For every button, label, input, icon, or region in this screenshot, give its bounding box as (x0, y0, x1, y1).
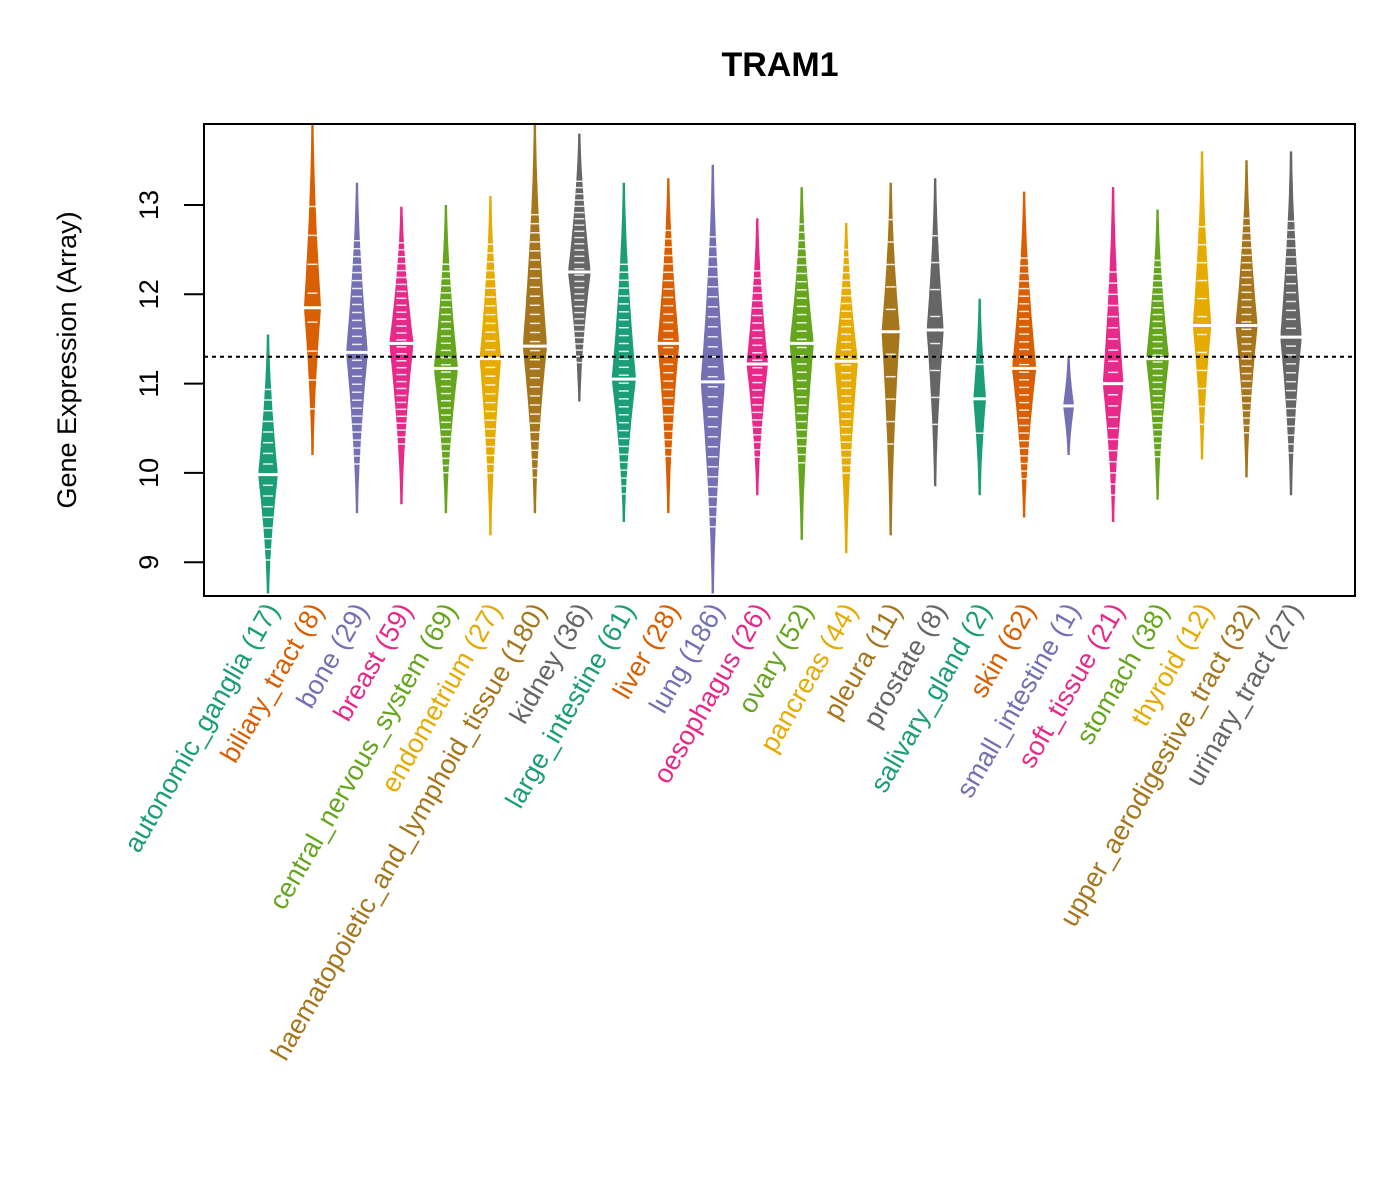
y-tick-label: 12 (134, 279, 164, 309)
violin-ovary (788, 187, 815, 540)
violin-biliary-tract (303, 124, 322, 455)
violin-body (433, 205, 458, 514)
y-tick-label: 11 (134, 370, 164, 398)
violin-bone (345, 182, 369, 514)
violin-liver (656, 178, 681, 514)
violin-body (568, 133, 591, 402)
violin-pleura (880, 182, 901, 536)
violin-body (389, 206, 414, 505)
chart-title: TRAM1 (721, 46, 838, 84)
violin-body (1235, 160, 1258, 478)
violin-body (304, 124, 321, 455)
violin-large-intestine (610, 182, 637, 522)
violin-upper-aerodigestive-tract (1234, 160, 1259, 478)
y-tick-label: 9 (134, 555, 164, 570)
violin-endometrium (478, 196, 503, 536)
violin-body (973, 298, 986, 496)
violin-body (479, 196, 502, 536)
violin-soft-tissue (1101, 187, 1125, 522)
violin-small-intestine (1062, 356, 1075, 455)
violin-skin (1011, 191, 1038, 518)
violin-pancreas (833, 222, 859, 554)
violin-salivary-gland (972, 298, 987, 496)
y-axis-label: Gene Expression (Array) (52, 211, 82, 508)
violin-body (1280, 151, 1302, 496)
violin-lung (699, 164, 726, 594)
violin-body (1193, 151, 1212, 460)
violin-prostate (925, 178, 945, 487)
violin-body (346, 182, 368, 514)
violin-autonomic-ganglia (257, 334, 279, 594)
plot-frame (203, 123, 1356, 597)
violin-body (881, 182, 900, 536)
violin-breast (388, 206, 415, 505)
x-axis-labels: autonomic_ganglia (17)biliary_tract (8)b… (118, 598, 1308, 1065)
violin-kidney (567, 133, 592, 402)
violin-haematopoietic-and-lymphoid-tissue (521, 124, 548, 514)
violin-body (926, 178, 944, 487)
y-tick-label: 10 (134, 458, 164, 488)
violin-body (657, 178, 679, 514)
y-axis: 9 10 11 12 13 (134, 190, 204, 570)
violin-thyroid (1191, 151, 1213, 460)
violin-body (522, 124, 547, 514)
violin-urinary-tract (1279, 151, 1303, 496)
violin-stomach (1145, 209, 1170, 500)
violin-central-nervous-system (432, 205, 459, 514)
violin-body (611, 182, 636, 522)
violin-body (700, 164, 725, 594)
violin-body (1103, 187, 1124, 522)
violin-body (1012, 191, 1036, 518)
y-tick-label: 13 (134, 190, 164, 220)
violins (257, 124, 1303, 594)
